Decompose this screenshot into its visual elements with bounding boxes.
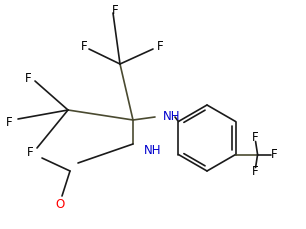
Text: O: O bbox=[55, 197, 65, 210]
Text: F: F bbox=[6, 115, 12, 128]
Text: F: F bbox=[81, 39, 87, 52]
Text: F: F bbox=[25, 71, 31, 85]
Text: F: F bbox=[252, 165, 259, 178]
Text: F: F bbox=[271, 148, 278, 161]
Text: NH: NH bbox=[144, 144, 162, 158]
Text: NH: NH bbox=[163, 111, 181, 123]
Text: F: F bbox=[252, 131, 259, 144]
Text: F: F bbox=[112, 3, 118, 16]
Text: F: F bbox=[157, 39, 163, 52]
Text: F: F bbox=[27, 145, 33, 158]
